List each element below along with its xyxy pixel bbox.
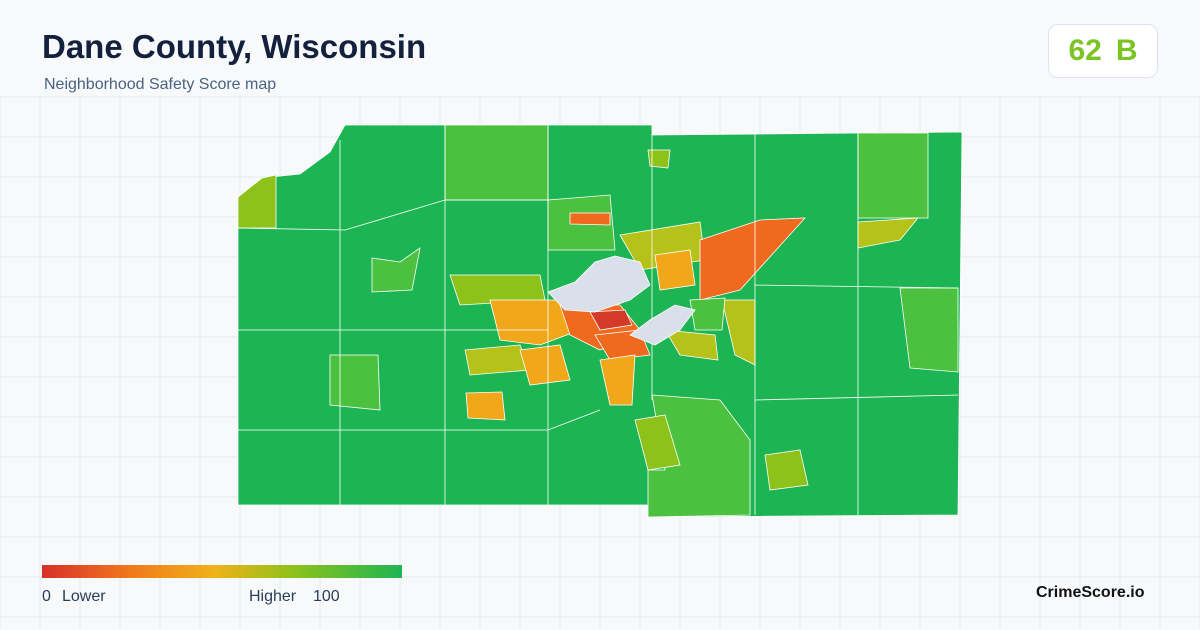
- score-grade: B: [1115, 34, 1138, 67]
- legend-min-label: Lower: [62, 588, 106, 605]
- score-badge: 62 B: [1048, 24, 1158, 78]
- area: [689, 297, 726, 331]
- area: [654, 249, 696, 291]
- legend-gradient: [42, 565, 402, 578]
- area: [444, 124, 549, 201]
- area: [764, 449, 809, 491]
- area: [664, 329, 719, 361]
- legend-min: 0: [42, 588, 51, 605]
- brand: CrimeScore.io: [1036, 584, 1145, 601]
- area: [589, 309, 633, 331]
- area: [237, 174, 277, 229]
- area: [857, 132, 929, 219]
- legend-max: 100: [313, 588, 340, 605]
- lake: [547, 255, 651, 313]
- area: [699, 217, 806, 301]
- area: [599, 354, 636, 406]
- area: [634, 414, 681, 471]
- area: [647, 394, 751, 518]
- area: [371, 247, 421, 293]
- town-lines: [237, 125, 959, 515]
- area: [465, 391, 506, 421]
- area: [464, 344, 531, 376]
- lake: [629, 304, 696, 346]
- area: [569, 212, 611, 226]
- area: [899, 287, 959, 373]
- area: [329, 354, 381, 411]
- area: [647, 149, 671, 169]
- legend-max-label: Higher: [249, 588, 297, 605]
- subtitle: Neighborhood Safety Score map: [44, 76, 277, 93]
- area: [519, 344, 571, 386]
- county: [237, 124, 963, 518]
- boundary: [237, 125, 959, 515]
- lakes: [547, 255, 696, 346]
- title: Dane County, Wisconsin: [42, 28, 427, 65]
- score-value: 62: [1068, 34, 1102, 67]
